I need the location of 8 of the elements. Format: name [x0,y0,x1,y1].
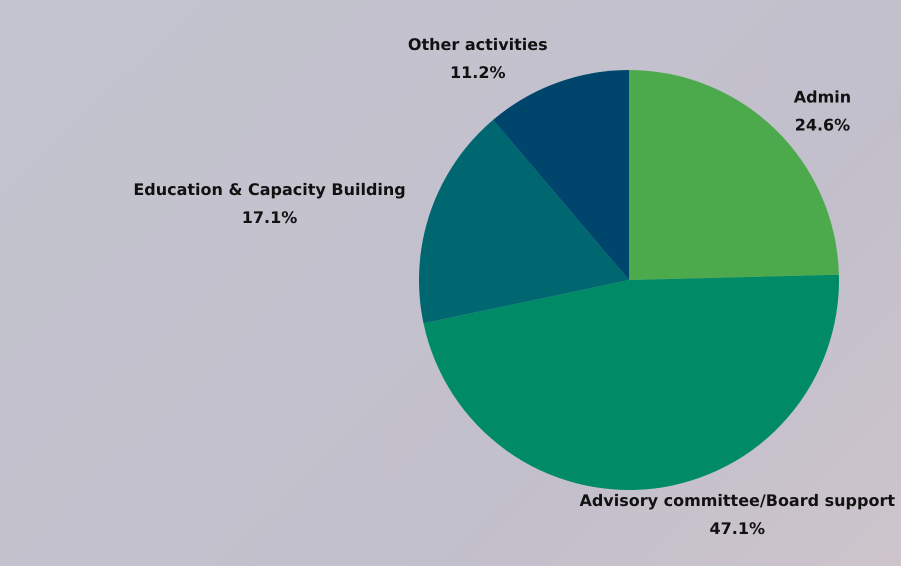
data-label: 24.6% [794,116,850,135]
slice-label: Advisory committee/Board support [579,490,896,510]
data-label: 11.2% [450,62,506,82]
slice-label: Admin [794,88,852,107]
slice-label: Other activities [408,34,548,54]
data-label: 17.1% [242,208,298,228]
slice-label: Education & Capacity Building [133,180,406,200]
data-label: 47.1% [709,518,765,538]
